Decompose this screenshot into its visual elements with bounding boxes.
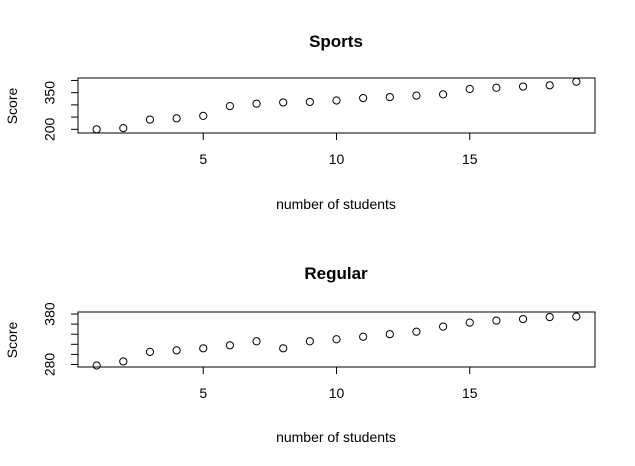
chart-title-sports: Sports — [309, 32, 363, 51]
data-point-sports — [545, 81, 554, 90]
data-points-regular — [92, 312, 581, 370]
data-point-regular — [492, 316, 501, 325]
data-point-regular — [359, 332, 368, 341]
data-point-regular — [438, 322, 448, 331]
data-point-regular — [465, 318, 474, 327]
y-axis-label-regular: Score — [4, 322, 20, 359]
chart-title-regular: Regular — [304, 264, 368, 283]
data-point-sports — [92, 125, 101, 134]
x-tick-label: 5 — [199, 385, 207, 401]
data-point-regular — [225, 341, 235, 350]
x-tick-label: 10 — [329, 385, 345, 401]
x-axis-label-sports: number of students — [276, 196, 396, 212]
data-point-sports — [199, 111, 208, 120]
data-point-regular — [92, 361, 101, 370]
data-point-sports — [465, 84, 474, 94]
plot-frame-sports — [77, 77, 596, 134]
y-tick-label: 350 — [42, 81, 58, 105]
x-tick-label: 5 — [199, 151, 207, 167]
data-point-regular — [332, 335, 341, 344]
data-point-regular — [279, 344, 288, 353]
data-point-sports — [572, 77, 581, 86]
data-point-regular — [119, 357, 128, 366]
data-point-sports — [359, 93, 368, 103]
data-point-regular — [545, 312, 554, 322]
data-point-sports — [412, 91, 421, 100]
y-tick-label: 200 — [42, 117, 58, 141]
data-point-regular — [572, 312, 581, 321]
x-axis-label-regular: number of students — [276, 429, 396, 445]
x-tick-label: 15 — [462, 151, 478, 167]
data-point-sports — [279, 98, 288, 107]
data-point-sports — [385, 92, 394, 102]
data-point-regular — [145, 347, 155, 356]
data-point-regular — [199, 344, 208, 353]
panel-sports: Sports number of students Score 5 10 15 20… — [4, 32, 596, 212]
data-point-sports — [252, 99, 261, 108]
data-point-regular — [412, 327, 421, 336]
y-axis-label-sports: Score — [4, 88, 20, 125]
data-point-sports — [438, 90, 448, 99]
y-axis-sports: 200 350 — [42, 79, 79, 141]
data-point-regular — [385, 330, 394, 339]
x-tick-label: 15 — [462, 385, 478, 401]
data-point-regular — [252, 337, 261, 346]
data-points-sports — [92, 77, 581, 134]
data-point-sports — [145, 115, 155, 124]
data-point-sports — [492, 83, 501, 92]
panel-regular: Regular number of students Score 5 10 15 2… — [4, 264, 596, 445]
data-point-sports — [332, 96, 341, 105]
data-point-sports — [305, 97, 314, 107]
y-tick-label: 280 — [42, 353, 58, 377]
x-axis-regular: 5 10 15 — [199, 366, 478, 401]
data-point-sports — [518, 82, 528, 91]
data-point-regular — [518, 314, 528, 324]
data-point-sports — [172, 114, 181, 123]
data-point-regular — [172, 346, 181, 355]
data-point-sports — [225, 102, 235, 111]
plot-frame-regular — [77, 311, 596, 368]
data-point-regular — [305, 337, 314, 346]
y-axis-regular: 280 380 — [42, 302, 79, 377]
x-tick-label: 10 — [329, 151, 345, 167]
data-point-sports — [119, 124, 128, 133]
y-tick-label: 380 — [42, 302, 58, 326]
x-axis-sports: 5 10 15 — [199, 132, 478, 167]
